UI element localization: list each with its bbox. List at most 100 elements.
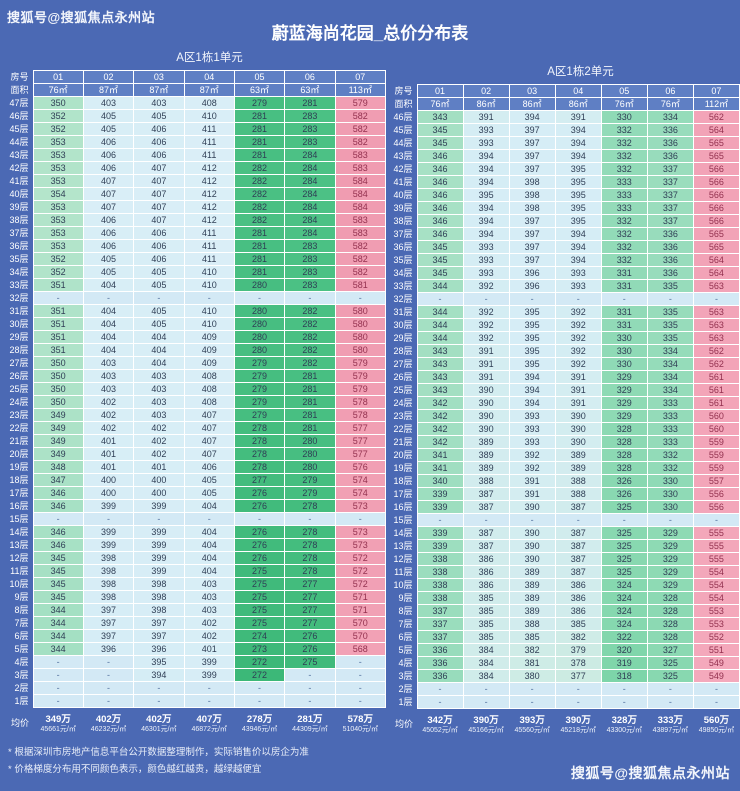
floor-row: 12层 338 386 390 387 325 329 555	[391, 552, 740, 566]
price-cell: 324	[600, 578, 648, 592]
floor-label: 35层	[9, 254, 29, 264]
price-cell: 393	[462, 266, 510, 280]
price-cell: 397	[508, 227, 556, 241]
price-cell: 407	[82, 187, 135, 201]
price-cell: 345	[416, 266, 464, 280]
price-cell: 282	[233, 161, 286, 175]
price-cell: 334	[646, 110, 694, 124]
floor-row: 16层 346 399 399 404 276 278 573	[3, 499, 387, 513]
floor-row: 30层 351 404 405 410 280 282 580	[3, 317, 387, 331]
floor-label: 37层	[393, 229, 413, 239]
price-cell: 339	[416, 539, 464, 553]
price-cell: 572	[334, 564, 387, 578]
price-cell: 278	[284, 551, 336, 565]
floor-label: 24层	[393, 398, 413, 408]
price-cell: 389	[508, 565, 556, 579]
price-cell: 398	[133, 603, 185, 617]
price-cell: 410	[183, 304, 235, 318]
area-cell: 76㎡	[416, 97, 464, 111]
price-cell: 573	[334, 525, 387, 539]
price-cell: 408	[183, 369, 235, 383]
price-cell: -	[554, 513, 602, 527]
floor-row: 46层 352 405 405 410 281 283 582	[3, 109, 387, 123]
average-cell: 390万 45218元/㎡	[555, 709, 601, 740]
price-cell: 404	[183, 525, 235, 539]
floor-label: 15层	[393, 515, 413, 525]
price-cell: 345	[416, 253, 464, 267]
price-cell: 397	[508, 149, 556, 163]
price-cell: -	[233, 512, 286, 526]
price-cell: 552	[692, 630, 740, 644]
price-cell: 577	[334, 421, 387, 435]
average-unit-price: 45218元/㎡	[560, 727, 596, 734]
price-cell: 401	[133, 460, 185, 474]
floor-row: 41层 346 394 398 395 333 337 566	[391, 175, 740, 189]
price-cell: 354	[32, 187, 84, 201]
price-cell: 274	[233, 629, 286, 643]
price-cell: 583	[334, 226, 387, 240]
area-header-row: 面积 76㎡ 87㎡ 87㎡ 87㎡ 63㎡ 63㎡ 113㎡	[3, 83, 387, 97]
price-cell: 412	[183, 161, 235, 175]
price-cell: 284	[284, 148, 336, 162]
floor-row: 12层 345 398 399 404 276 278 572	[3, 551, 387, 565]
price-cell: 406	[133, 226, 185, 240]
price-cell: 408	[183, 96, 235, 110]
floor-label: 12层	[393, 554, 413, 564]
price-cell: 280	[233, 343, 286, 357]
floor-label: 43层	[9, 150, 29, 160]
price-cell: 336	[416, 656, 464, 670]
price-cell: 332	[646, 448, 694, 462]
price-cell: 396	[508, 279, 556, 293]
price-cell: 405	[133, 278, 185, 292]
price-cell: 330	[600, 331, 648, 345]
price-cell: 333	[600, 201, 648, 215]
price-cell: -	[334, 681, 387, 695]
price-cell: 390	[508, 500, 556, 514]
price-cell: 337	[416, 630, 464, 644]
floor-row: 3层 - -394 399 272- -	[3, 668, 387, 682]
price-cell: 407	[183, 421, 235, 435]
floor-row: 45层 352 405 406 411 281 283 582	[3, 122, 387, 136]
floor-label: 37层	[9, 228, 29, 238]
price-cell: 336	[646, 253, 694, 267]
price-cell: 562	[692, 110, 740, 124]
price-cell: 403	[183, 603, 235, 617]
floor-label: 46层	[393, 112, 413, 122]
floor-row: 35层 345 393 397 394 332 336 564	[391, 253, 740, 267]
floor-row: 6层 337 385 385 382 322 328 552	[391, 630, 740, 644]
price-cell: 404	[183, 538, 235, 552]
price-cell: 399	[133, 525, 185, 539]
floor-row: 45层 345 393 397 394 332 336 564	[391, 123, 740, 137]
average-cell: 407万 46872元/㎡	[184, 708, 234, 739]
floor-row: 34层 352 405 405 410 281 283 582	[3, 265, 387, 279]
average-price: 390万	[565, 715, 591, 726]
price-cell: 565	[692, 149, 740, 163]
floor-label: 35层	[393, 255, 413, 265]
price-cell: -	[334, 655, 387, 669]
price-cell: 407	[133, 200, 185, 214]
price-cell: 579	[334, 96, 387, 110]
price-cell: 390	[462, 422, 510, 436]
price-cell: 328	[600, 448, 648, 462]
price-cell: 331	[600, 305, 648, 319]
average-unit-price: 45166元/㎡	[468, 727, 504, 734]
price-cell: 394	[462, 227, 510, 241]
price-cell: 379	[554, 643, 602, 657]
price-cell: 276	[233, 486, 286, 500]
price-cell: 398	[82, 564, 135, 578]
price-cell: 282	[284, 317, 336, 331]
price-cell: 350	[32, 395, 84, 409]
price-cell: 401	[82, 447, 135, 461]
price-cell: 578	[334, 395, 387, 409]
price-cell: 351	[32, 304, 84, 318]
price-cell: 393	[462, 136, 510, 150]
floor-label: 1层	[14, 696, 29, 706]
price-cell: 577	[334, 447, 387, 461]
floor-row: 19层 341 389 392 389 328 332 559	[391, 461, 740, 475]
price-cell: 563	[692, 331, 740, 345]
price-cell: 284	[284, 213, 336, 227]
floor-label: 44层	[9, 137, 29, 147]
price-cell: 402	[82, 421, 135, 435]
area-cell: 76㎡	[32, 83, 84, 97]
price-cell: 352	[32, 265, 84, 279]
